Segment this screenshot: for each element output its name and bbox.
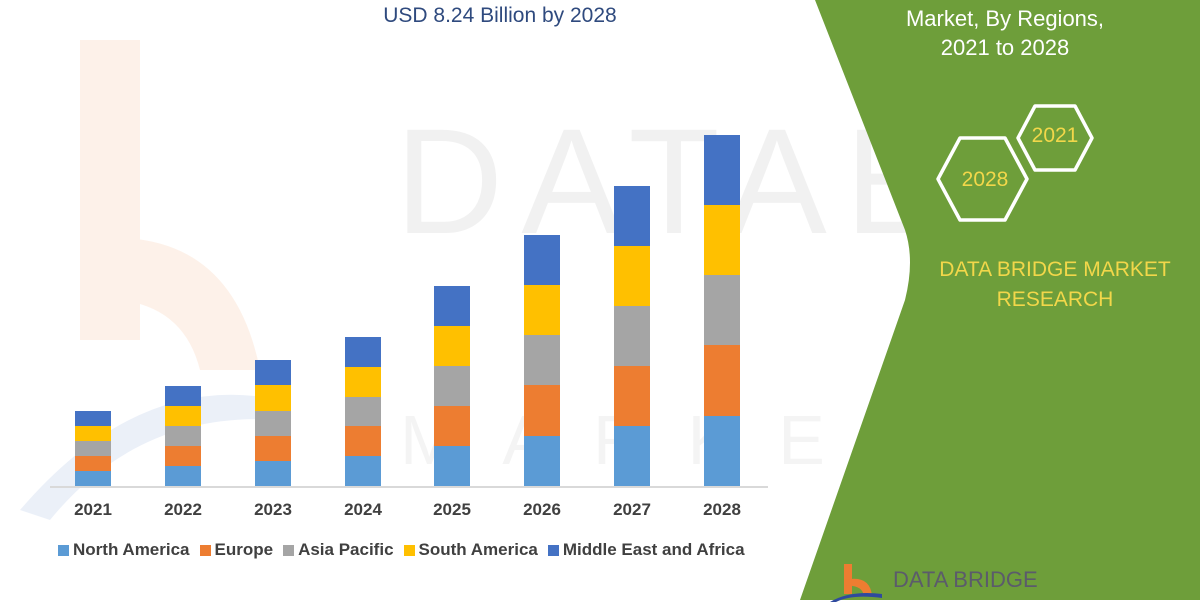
bar-segment-south-america (524, 284, 560, 336)
legend-label: North America (73, 540, 190, 559)
x-tick-label: 2028 (703, 500, 741, 519)
bar-2023 (255, 360, 291, 486)
hex-label-2028: 2028 (961, 168, 1009, 191)
hexagon-2021-icon (1016, 104, 1094, 172)
bar-segment-middle-east-and-africa (75, 411, 111, 427)
bar-segment-north-america (704, 415, 740, 486)
data-bridge-logo-icon (830, 564, 882, 602)
legend-label: Middle East and Africa (562, 540, 745, 559)
bar-segment-asia-pacific (165, 425, 201, 446)
bar-segment-north-america (165, 465, 201, 486)
side-title-line-1: Market, By Regions, (905, 6, 1105, 31)
bar-segment-europe (704, 345, 740, 416)
bar-segment-south-america (614, 245, 650, 306)
legend-label: Asia Pacific (298, 540, 394, 559)
bar-2024 (345, 336, 381, 486)
chart-title: USD 8.24 Billion by 2028 (383, 4, 617, 27)
bar-segment-south-america (345, 366, 381, 397)
watermark-logo-icon (20, 40, 280, 520)
bar-2025 (434, 285, 470, 486)
bar-segment-north-america (614, 425, 650, 486)
bar-segment-middle-east-and-africa (345, 336, 381, 367)
bar-segment-middle-east-and-africa (165, 385, 201, 406)
legend-swatch-icon (403, 544, 415, 556)
bar-segment-middle-east-and-africa (614, 185, 650, 246)
side-title: Market, By Regions, 2021 to 2028 (880, 4, 1130, 62)
bar-segment-europe (255, 435, 291, 461)
bar-segment-europe (614, 365, 650, 426)
bar-2028 (704, 134, 740, 486)
legend-item: Asia Pacific (283, 540, 394, 560)
bar-segment-middle-east-and-africa (255, 360, 291, 386)
x-tick-label: 2027 (613, 500, 651, 519)
bar-segment-asia-pacific (75, 441, 111, 457)
x-tick-label: 2021 (74, 500, 112, 519)
side-title-line-2: 2021 to 2028 (940, 35, 1070, 60)
bar-segment-asia-pacific (524, 335, 560, 386)
bar-segment-south-america (434, 325, 470, 366)
legend-label: South America (418, 540, 538, 559)
legend-item: Middle East and Africa (547, 540, 745, 560)
bar-segment-asia-pacific (255, 410, 291, 436)
bar-segment-europe (524, 385, 560, 436)
bar-segment-north-america (345, 456, 381, 486)
legend-swatch-icon (199, 544, 211, 556)
brand-line-1: DATA BRIDGE MARKET (939, 258, 1171, 281)
chart-legend: North America Europe Asia Pacific South Ame… (58, 540, 745, 560)
legend-item: Europe (199, 540, 274, 560)
bar-segment-north-america (524, 435, 560, 486)
bar-segment-middle-east-and-africa (434, 285, 470, 326)
x-tick-label: 2025 (433, 500, 471, 519)
x-axis-line (50, 486, 768, 488)
bar-segment-south-america (165, 405, 201, 426)
bar-segment-asia-pacific (345, 396, 381, 427)
bar-segment-south-america (704, 204, 740, 276)
bar-2027 (614, 185, 650, 486)
bar-segment-asia-pacific (434, 365, 470, 406)
bar-segment-north-america (434, 445, 470, 486)
x-tick-label: 2026 (523, 500, 561, 519)
legend-swatch-icon (283, 544, 295, 556)
legend-item: North America (58, 540, 190, 560)
bar-segment-asia-pacific (614, 305, 650, 366)
x-tick-label: 2023 (254, 500, 292, 519)
bar-2021 (75, 411, 111, 486)
legend-swatch-icon (58, 544, 69, 556)
bar-segment-asia-pacific (704, 275, 740, 346)
legend-label: Europe (214, 540, 274, 559)
x-tick-label: 2022 (164, 500, 202, 519)
bar-segment-middle-east-and-africa (524, 234, 560, 285)
bar-segment-europe (75, 456, 111, 472)
bar-segment-north-america (75, 471, 111, 486)
brand-line-2: RESEARCH (996, 288, 1114, 311)
x-tick-label: 2024 (344, 500, 382, 519)
hex-label-2021: 2021 (1031, 124, 1079, 147)
logo-text: DATA BRIDGE (893, 567, 1038, 592)
legend-swatch-icon (547, 544, 559, 556)
bar-segment-south-america (255, 385, 291, 411)
legend-item: South America (403, 540, 538, 560)
bar-segment-south-america (75, 426, 111, 442)
bar-segment-europe (434, 405, 470, 446)
bar-2026 (524, 234, 560, 486)
bar-2022 (165, 385, 201, 486)
bar-segment-middle-east-and-africa (704, 134, 740, 205)
hexagon-2028-icon (936, 136, 1029, 222)
bar-segment-europe (165, 445, 201, 466)
brand-text: DATA BRIDGE MARKET RESEARCH (905, 255, 1200, 315)
bar-segment-north-america (255, 460, 291, 486)
bar-segment-europe (345, 426, 381, 457)
